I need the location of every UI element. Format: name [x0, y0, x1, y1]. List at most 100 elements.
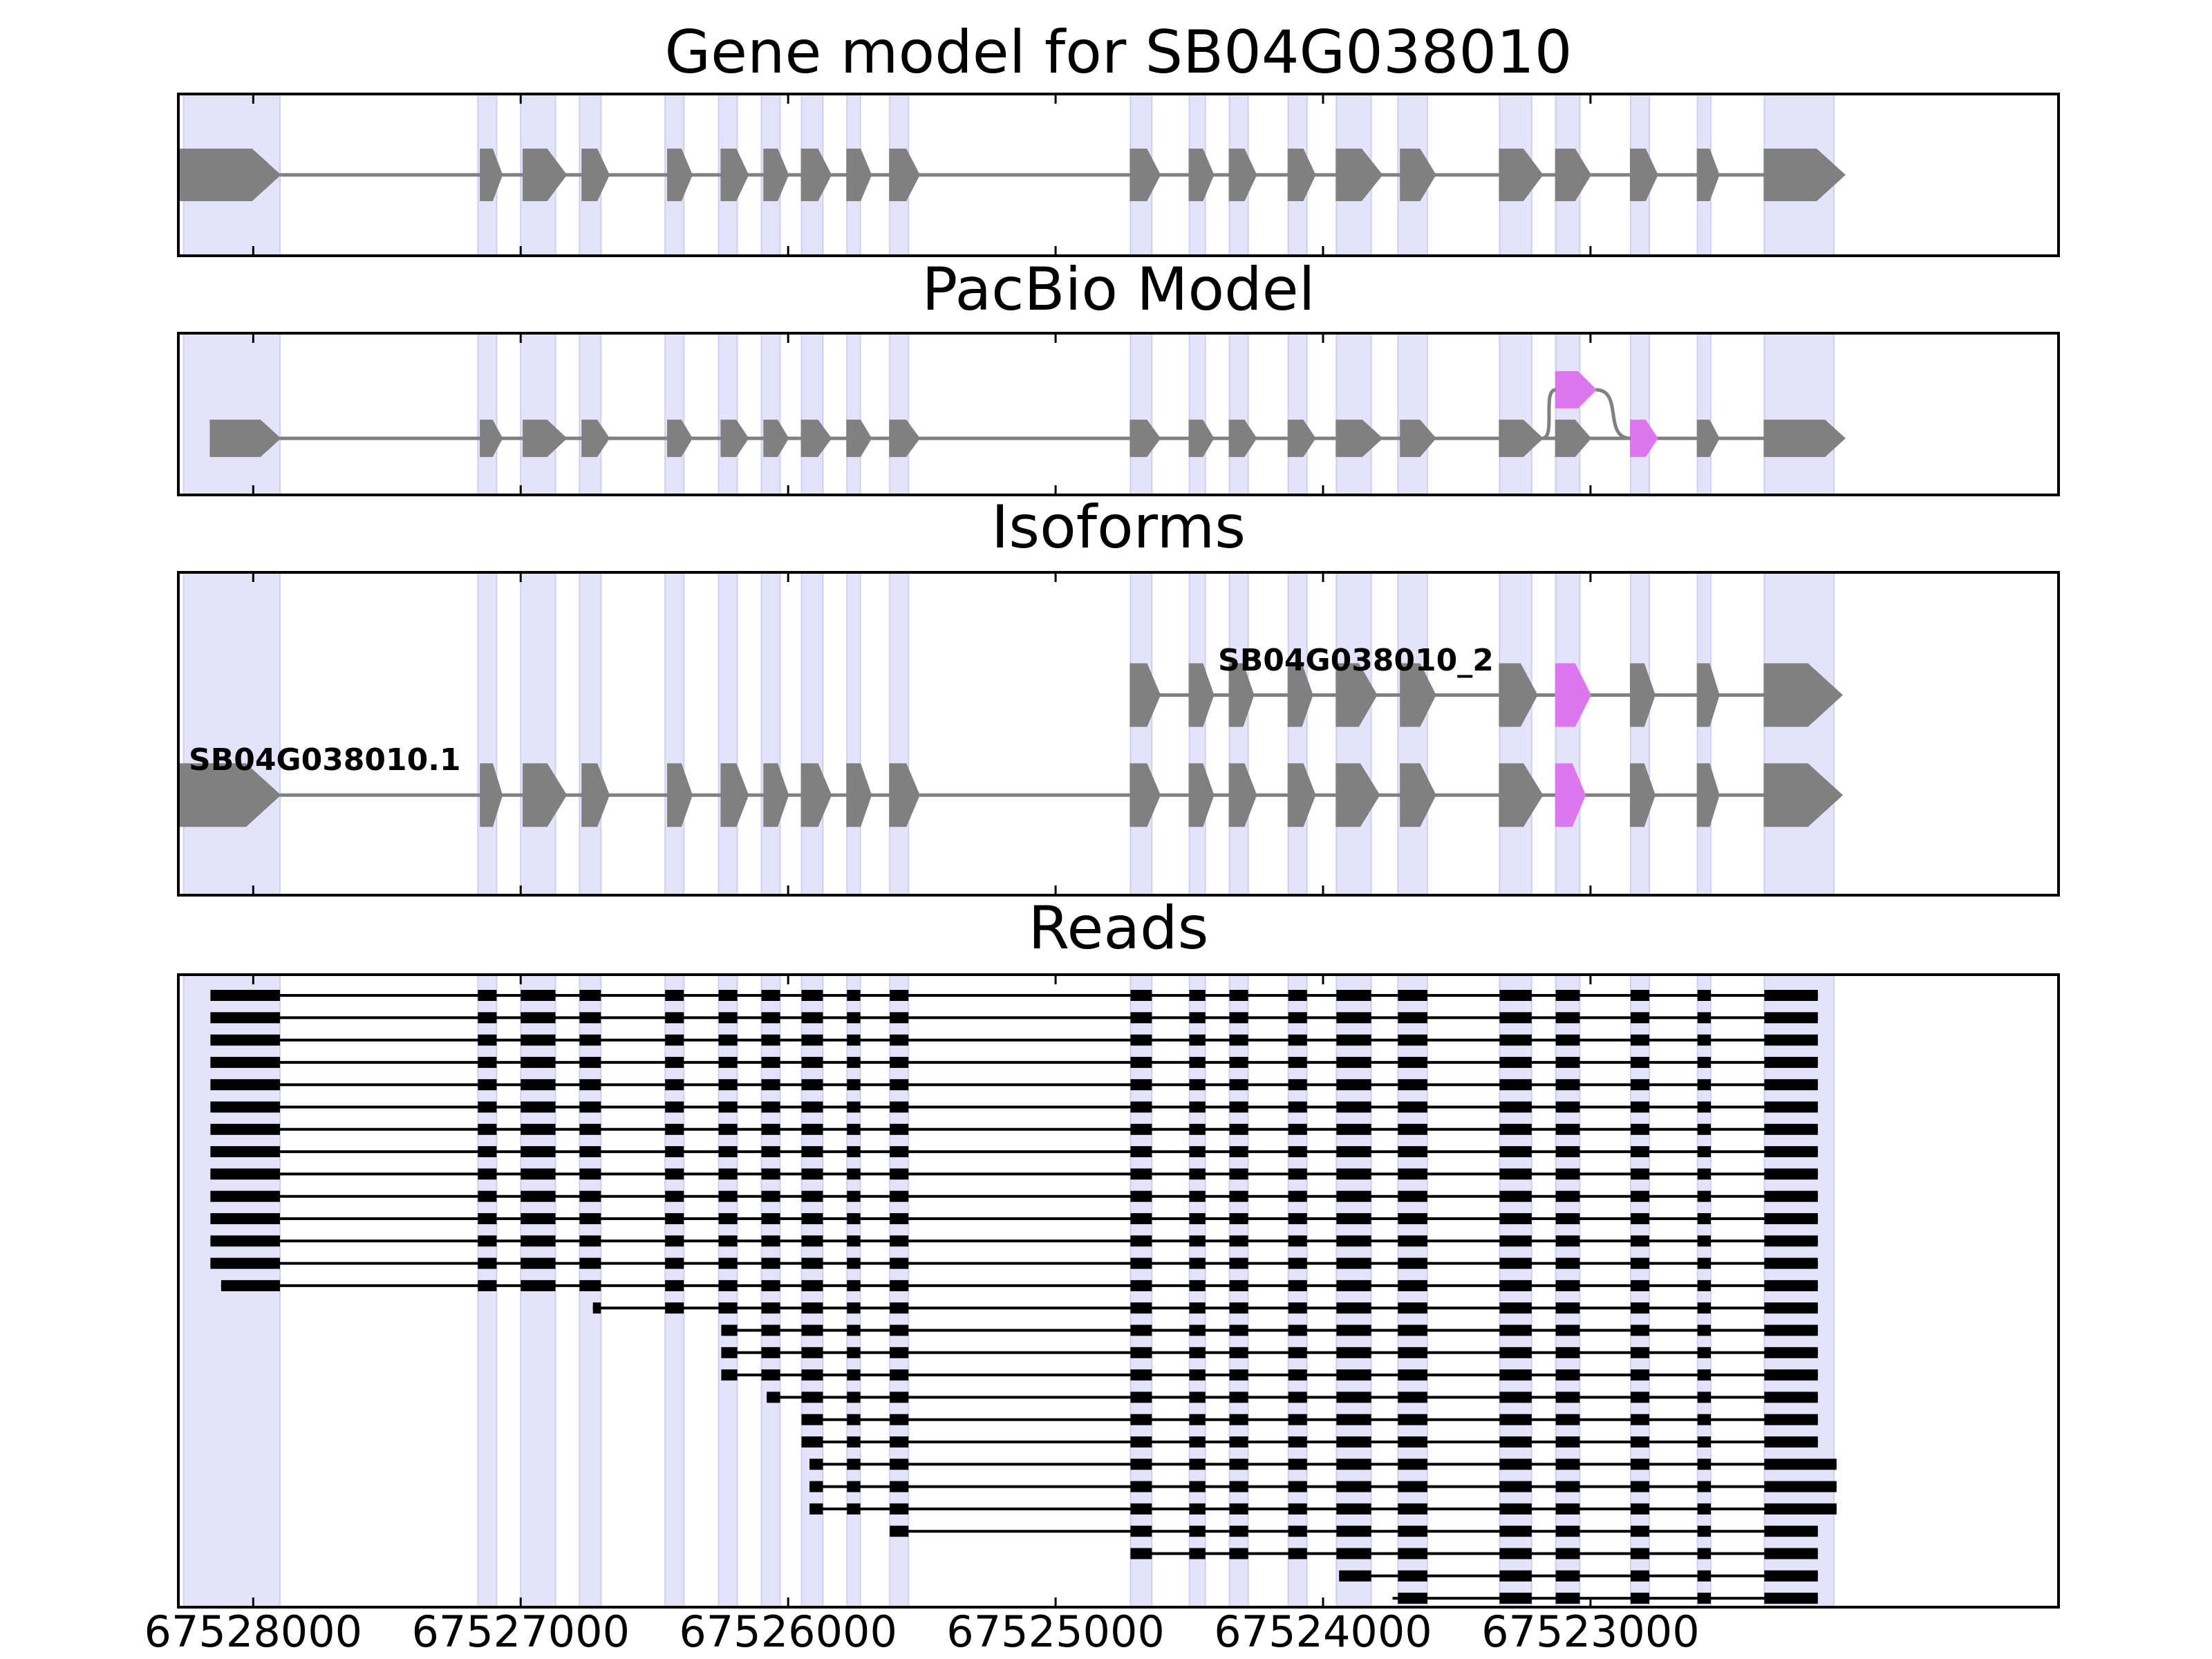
read-block	[1336, 1503, 1371, 1515]
exon-region-shade	[1555, 572, 1581, 896]
read-block	[665, 1257, 684, 1269]
x-tick-label: 67525000	[946, 1606, 1165, 1657]
read-block	[801, 1101, 823, 1113]
exon	[846, 763, 872, 827]
read-block	[1555, 1414, 1580, 1425]
read-block	[1189, 1503, 1206, 1515]
read-block	[1630, 1481, 1650, 1492]
pacbio-model-panel	[177, 332, 2060, 496]
read-block	[801, 1302, 823, 1314]
read-block	[1336, 1347, 1371, 1358]
read-block	[1764, 1347, 1818, 1358]
read-block	[1764, 1101, 1818, 1113]
read-block	[761, 1257, 780, 1269]
exon	[1696, 420, 1720, 458]
read-block	[801, 1168, 823, 1180]
read-block	[1288, 1548, 1307, 1559]
read-block	[1189, 1056, 1206, 1068]
exon	[1228, 763, 1257, 827]
exon	[581, 149, 610, 201]
read-block	[1499, 1414, 1532, 1425]
read-block	[1229, 1347, 1248, 1358]
read-block	[1630, 1391, 1650, 1403]
read-block	[1764, 1146, 1818, 1158]
read-block	[761, 1079, 780, 1091]
read-block	[1499, 1190, 1532, 1202]
read-block	[1398, 1481, 1427, 1492]
read-block	[1288, 1369, 1307, 1381]
read-block	[1764, 1414, 1818, 1425]
read-block	[1336, 1101, 1371, 1113]
read-block	[890, 1280, 909, 1291]
read-block	[579, 1123, 601, 1135]
read-block	[890, 1414, 909, 1425]
exon-region-shade	[718, 332, 738, 496]
read-block	[478, 1123, 497, 1135]
read-block	[1189, 1324, 1206, 1336]
exon	[1188, 763, 1215, 827]
read-block	[1398, 1302, 1427, 1314]
read-block	[1398, 1503, 1427, 1515]
read-block	[521, 1257, 556, 1269]
read-block	[1229, 1056, 1248, 1068]
read-block	[1398, 1526, 1427, 1537]
exon-region-shade	[520, 332, 556, 496]
read-block	[890, 1526, 909, 1537]
read-block	[890, 1146, 909, 1158]
read-block	[1189, 1034, 1206, 1046]
read-block	[718, 1034, 738, 1046]
read-block	[1499, 1369, 1532, 1381]
exon	[1400, 420, 1436, 458]
read-block	[1130, 1190, 1152, 1202]
read-block	[1697, 1034, 1712, 1046]
exon	[1130, 763, 1161, 827]
read-block	[521, 1190, 556, 1202]
read-block	[1229, 1257, 1248, 1269]
alt-exon	[1555, 663, 1592, 727]
read-block	[521, 1235, 556, 1247]
read-block	[1130, 1235, 1152, 1247]
read-block	[1499, 1034, 1532, 1046]
x-tick-label: 67526000	[679, 1606, 897, 1657]
read-block	[478, 1257, 497, 1269]
read-block	[1130, 1548, 1152, 1559]
exon	[720, 149, 749, 201]
read-block	[801, 1034, 823, 1046]
read-block	[478, 1146, 497, 1158]
read-block	[1630, 1526, 1650, 1537]
exon	[209, 420, 281, 458]
read-block	[521, 990, 556, 1001]
read-block	[210, 1168, 281, 1180]
read-block	[1288, 1168, 1307, 1180]
exon	[1400, 663, 1436, 727]
read-block	[890, 1012, 909, 1024]
read-block	[1555, 1101, 1580, 1113]
exon	[523, 420, 568, 458]
exon-region-shade	[1629, 332, 1651, 496]
read-block	[1130, 1347, 1152, 1358]
exon	[1228, 663, 1255, 727]
read-block	[1229, 1391, 1248, 1403]
exon	[667, 420, 693, 458]
read-block	[1630, 1436, 1650, 1447]
read-block	[890, 1503, 909, 1515]
read-block	[1499, 1302, 1532, 1314]
read-block	[1130, 1324, 1152, 1336]
exon	[1335, 763, 1380, 827]
read-block	[210, 1257, 281, 1269]
read-block	[1555, 1391, 1580, 1403]
read-block	[1764, 1570, 1818, 1582]
exon	[480, 149, 503, 201]
read-block	[478, 1280, 497, 1291]
exon-region-shade	[760, 572, 781, 896]
read-block	[579, 1168, 601, 1180]
read-block	[847, 1213, 861, 1224]
read-block	[1697, 1347, 1712, 1358]
exon-region-shade	[1287, 332, 1308, 496]
exon-region-shade	[1287, 572, 1308, 896]
read-block	[1764, 1548, 1818, 1559]
exon-region-shade	[889, 332, 910, 496]
read-block	[1764, 990, 1818, 1001]
alt-exon	[1555, 763, 1586, 827]
read-block	[665, 1213, 684, 1224]
